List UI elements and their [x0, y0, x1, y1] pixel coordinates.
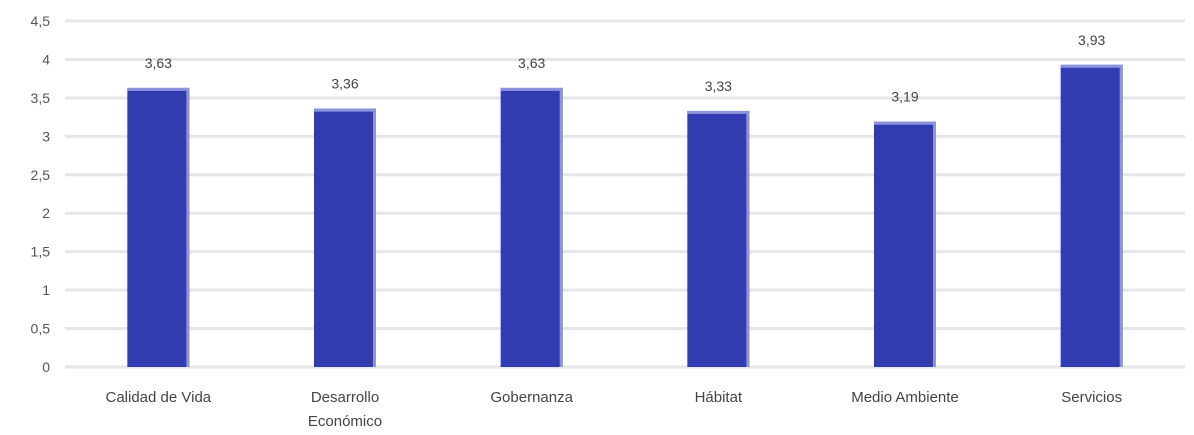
category-label: Servicios: [1061, 389, 1122, 406]
x-axis: Calidad de Vida Desarrollo Económico Gobern…: [106, 389, 1123, 430]
data-label: 3,36: [331, 76, 358, 92]
bar-top-edge: [500, 87, 563, 91]
data-labels: 3,63 3,36 3,63 3,33 3,19 3,93: [145, 32, 1106, 105]
bars: [127, 64, 1123, 368]
category-label-line: Servicios: [1061, 389, 1122, 406]
bar-side-edge: [186, 87, 190, 367]
category-label-line: Medio Ambiente: [851, 389, 959, 406]
category-label: Hábitat: [695, 389, 743, 406]
y-tick-label: 1,5: [31, 244, 51, 260]
category-label: Calidad de Vida: [106, 389, 212, 406]
category-label-line: Gobernanza: [490, 389, 573, 406]
category-label-line: Desarrollo: [311, 389, 379, 406]
bar-top-edge: [314, 108, 376, 112]
gridlines: [65, 19, 1185, 369]
data-label: 3,63: [145, 55, 172, 71]
category-label-line: Económico: [308, 413, 382, 430]
category-label-line: Calidad de Vida: [106, 389, 212, 406]
category-label: Medio Ambiente: [851, 389, 959, 406]
bar-top-edge: [874, 121, 936, 125]
data-label: 3,33: [705, 78, 732, 94]
bar: [874, 121, 936, 367]
bar-top-edge: [127, 87, 190, 91]
y-tick-label: 3,5: [31, 90, 51, 106]
bar-top-edge: [1060, 64, 1123, 68]
data-label: 3,93: [1078, 32, 1105, 48]
y-tick-label: 1: [42, 282, 50, 298]
bar-side-edge: [746, 110, 750, 368]
bar-side-edge: [933, 121, 936, 367]
bar: [127, 87, 190, 367]
y-tick-label: 2,5: [31, 167, 51, 183]
y-tick-label: 3: [42, 128, 50, 144]
bar-side-edge: [559, 87, 563, 367]
data-label: 3,19: [891, 89, 918, 105]
bar-top-edge: [687, 110, 750, 114]
bar: [500, 87, 563, 367]
y-tick-label: 4: [42, 51, 50, 67]
category-label: Gobernanza: [490, 389, 573, 406]
y-tick-label: 4,5: [31, 13, 51, 29]
y-tick-label: 2: [42, 205, 50, 221]
bar: [687, 110, 750, 368]
bar-side-edge: [1119, 64, 1123, 368]
y-tick-label: 0: [42, 359, 50, 375]
category-label-line: Hábitat: [695, 389, 743, 406]
y-tick-label: 0,5: [31, 321, 51, 337]
bar: [314, 108, 376, 368]
y-axis: 0 0,5 1 1,5 2 2,5 3 3,5 4 4,5: [31, 13, 51, 375]
bar-side-edge: [373, 108, 376, 368]
data-label: 3,63: [518, 55, 545, 71]
category-label: Desarrollo Económico: [308, 389, 382, 430]
bar: [1060, 64, 1123, 368]
